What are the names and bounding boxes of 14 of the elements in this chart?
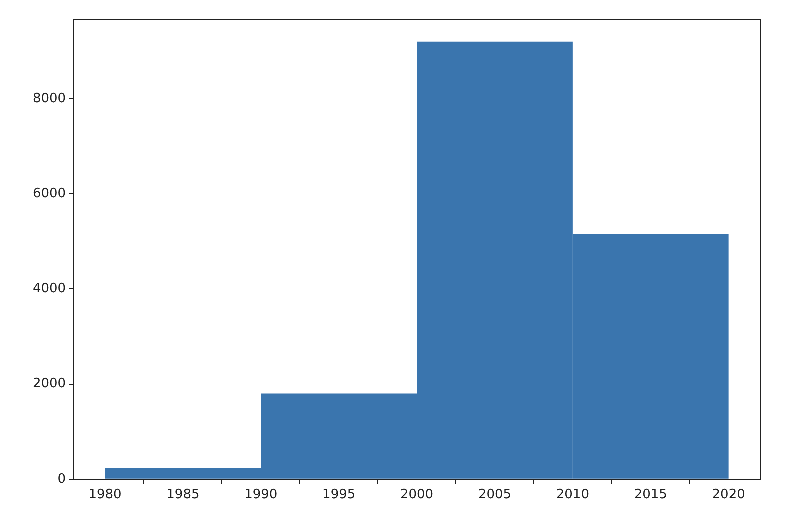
x-tick-label: 2000 — [400, 488, 434, 503]
x-tick-label: 2005 — [478, 488, 512, 503]
y-tick-label: 2000 — [32, 376, 66, 392]
x-tick-label: 1995 — [322, 488, 356, 503]
x-tick-label: 2015 — [634, 488, 668, 503]
x-tick-label: 2010 — [556, 488, 590, 503]
x-tick-label: 1990 — [244, 488, 278, 503]
y-tick-label: 4000 — [32, 282, 66, 297]
x-tick-label: 1985 — [166, 488, 200, 503]
x-tick-label: 2020 — [712, 488, 746, 503]
y-tick-label: 0 — [58, 472, 66, 487]
y-tick-label: 6000 — [32, 186, 66, 202]
y-tick-label: 8000 — [32, 91, 66, 106]
x-tick-label: 1980 — [88, 488, 122, 503]
